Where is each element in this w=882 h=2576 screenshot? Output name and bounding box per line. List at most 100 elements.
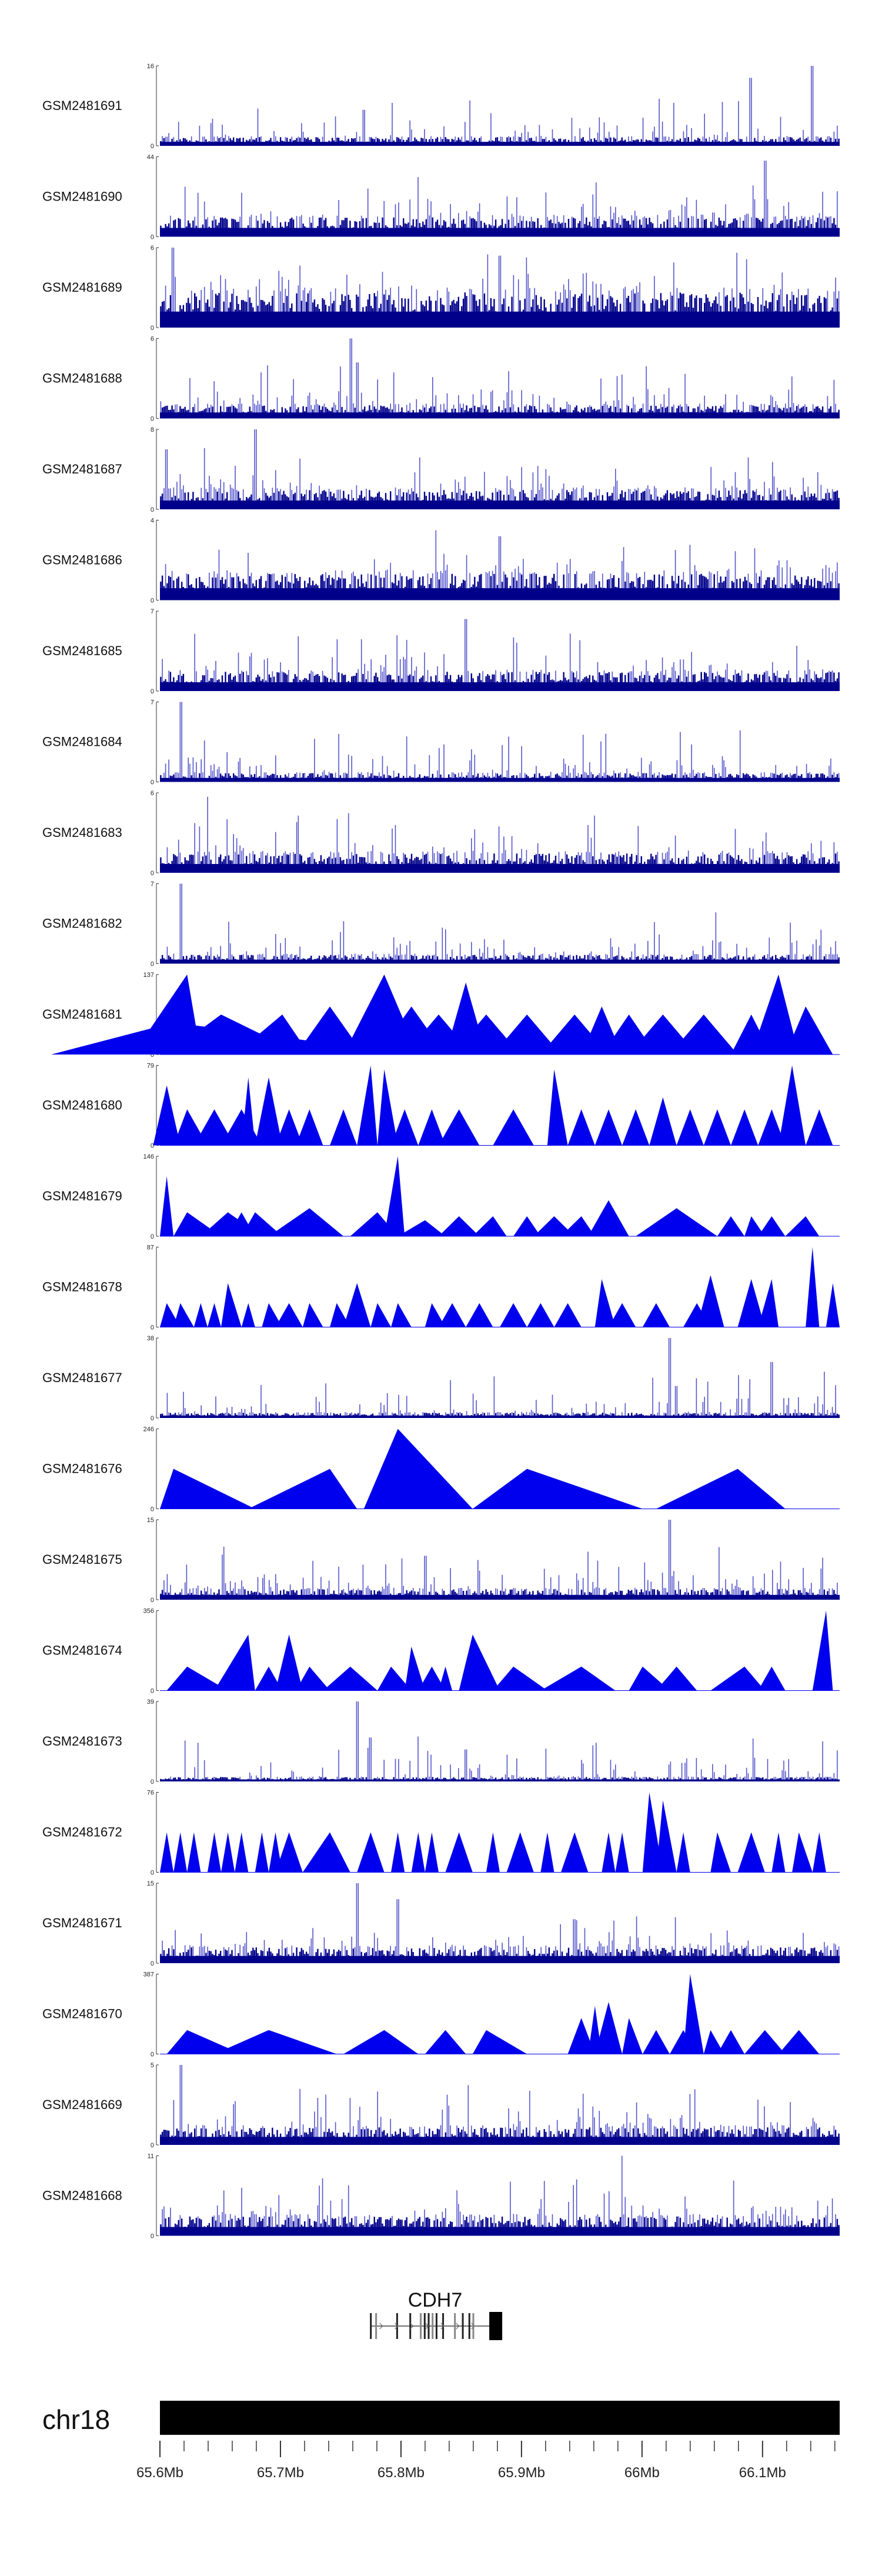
peak-13 bbox=[425, 1303, 446, 1327]
peak-21 bbox=[703, 1109, 731, 1146]
peak-18 bbox=[554, 1303, 582, 1327]
peak-6 bbox=[255, 1832, 269, 1873]
track-label: GSM2481673 bbox=[42, 1734, 122, 1749]
peak-13 bbox=[439, 1109, 480, 1146]
gene-exon bbox=[432, 2313, 434, 2339]
gene-exon bbox=[442, 2313, 445, 2339]
gene-exon bbox=[435, 2313, 437, 2339]
track-GSM2481670: GSM2481670 387 0 bbox=[42, 1971, 840, 2058]
track-GSM2481687: GSM2481687 8 0 bbox=[42, 426, 840, 513]
peak-4 bbox=[221, 1832, 235, 1873]
track-GSM2481689: GSM2481689 6 0 bbox=[42, 245, 840, 332]
peak-8 bbox=[330, 1109, 358, 1146]
peak-7 bbox=[384, 1156, 405, 1236]
gene-exon bbox=[420, 2313, 422, 2339]
coverage-bars-light bbox=[170, 1701, 838, 1781]
gene-label: CDH7 bbox=[408, 2289, 463, 2311]
peak-14 bbox=[493, 1109, 534, 1146]
peak-0 bbox=[160, 1469, 255, 1509]
peak-8 bbox=[302, 1303, 323, 1327]
peak-25 bbox=[758, 1279, 779, 1327]
gene-exon bbox=[423, 2313, 426, 2339]
peak-17 bbox=[527, 1303, 554, 1327]
peak-13 bbox=[425, 1832, 439, 1873]
peak-12 bbox=[411, 1832, 425, 1873]
peak-2 bbox=[193, 1109, 235, 1146]
peak-16 bbox=[500, 1303, 527, 1327]
peak-17 bbox=[751, 975, 799, 1055]
track-GSM2481674: GSM2481674 356 0 bbox=[42, 1608, 840, 1695]
y-min-label: 0 bbox=[151, 2142, 154, 2149]
peak-1 bbox=[248, 1469, 358, 1509]
peak-17 bbox=[812, 1610, 833, 1691]
track-label: GSM2481672 bbox=[42, 1825, 122, 1840]
track-label: GSM2481689 bbox=[42, 280, 122, 295]
gene-exon bbox=[468, 2313, 470, 2339]
y-max-label: 7 bbox=[151, 881, 154, 888]
peak-14 bbox=[588, 1200, 629, 1236]
chromosome-bar bbox=[160, 2401, 840, 2435]
coverage-bars-light bbox=[163, 1520, 838, 1600]
peak-23 bbox=[758, 1109, 786, 1146]
peak-16 bbox=[506, 1832, 534, 1873]
coverage-baseline bbox=[160, 311, 840, 328]
y-min-label: 0 bbox=[151, 143, 154, 150]
y-max-label: 5 bbox=[151, 2062, 154, 2069]
chromosome-ideogram: chr18 bbox=[42, 2401, 840, 2435]
peak-14 bbox=[439, 1303, 466, 1327]
coverage-baseline bbox=[160, 588, 840, 600]
peak-13 bbox=[561, 1216, 595, 1236]
peak-15 bbox=[710, 1666, 765, 1691]
y-min-label: 0 bbox=[151, 1324, 154, 1332]
coverage-baseline bbox=[160, 412, 840, 419]
track-GSM2481685: GSM2481685 7 0 bbox=[42, 608, 840, 695]
peak-11 bbox=[370, 1303, 391, 1327]
gene-exon bbox=[472, 2313, 475, 2339]
track-label: GSM2481687 bbox=[42, 462, 122, 476]
peak-25 bbox=[806, 1109, 833, 1146]
peak-0 bbox=[160, 1832, 174, 1873]
y-min-label: 0 bbox=[151, 2051, 154, 2058]
peak-16 bbox=[758, 1666, 786, 1691]
track-label: GSM2481681 bbox=[42, 1007, 122, 1022]
peak-20 bbox=[609, 1303, 636, 1327]
y-min-label: 0 bbox=[151, 1143, 154, 1150]
y-min-label: 0 bbox=[151, 870, 154, 877]
peak-4 bbox=[296, 1006, 364, 1055]
track-GSM2481680: GSM2481680 79 0 bbox=[42, 1063, 840, 1150]
peak-5 bbox=[235, 1832, 249, 1873]
peak-26 bbox=[771, 1832, 786, 1873]
peak-4 bbox=[472, 2030, 527, 2054]
y-min-label: 0 bbox=[151, 325, 154, 332]
y-max-label: 246 bbox=[143, 1426, 154, 1433]
peak-0 bbox=[166, 1666, 228, 1691]
coverage-bars-light bbox=[160, 338, 836, 419]
peak-23 bbox=[676, 1832, 690, 1873]
coverage-baseline bbox=[160, 1415, 840, 1418]
coverage-baseline bbox=[160, 142, 840, 146]
y-min-label: 0 bbox=[151, 416, 154, 423]
peak-2 bbox=[187, 1832, 201, 1873]
coverage-bars-light bbox=[165, 530, 838, 600]
peak-10 bbox=[343, 1283, 371, 1327]
gene-exon bbox=[375, 2313, 377, 2339]
peak-15 bbox=[779, 2030, 820, 2054]
strand-arrow bbox=[379, 2323, 383, 2330]
peak-1 bbox=[173, 1109, 208, 1146]
y-max-label: 15 bbox=[147, 1517, 154, 1524]
peak-19 bbox=[649, 1097, 677, 1146]
peak-20 bbox=[615, 1832, 629, 1873]
peak-21 bbox=[642, 1792, 663, 1873]
strand-arrow bbox=[471, 2323, 475, 2330]
peak-25 bbox=[737, 1832, 765, 1873]
coverage-bars-light bbox=[162, 1883, 840, 1963]
peak-2 bbox=[343, 2030, 419, 2054]
peak-15 bbox=[547, 1069, 568, 1146]
y-max-label: 16 bbox=[147, 63, 154, 70]
track-GSM2481684: GSM2481684 7 0 bbox=[42, 699, 840, 786]
peak-0 bbox=[153, 1085, 181, 1146]
peak-17 bbox=[744, 1216, 765, 1236]
coverage-baseline bbox=[160, 864, 840, 873]
y-min-label: 0 bbox=[151, 1960, 154, 1967]
peak-15 bbox=[636, 1208, 717, 1236]
